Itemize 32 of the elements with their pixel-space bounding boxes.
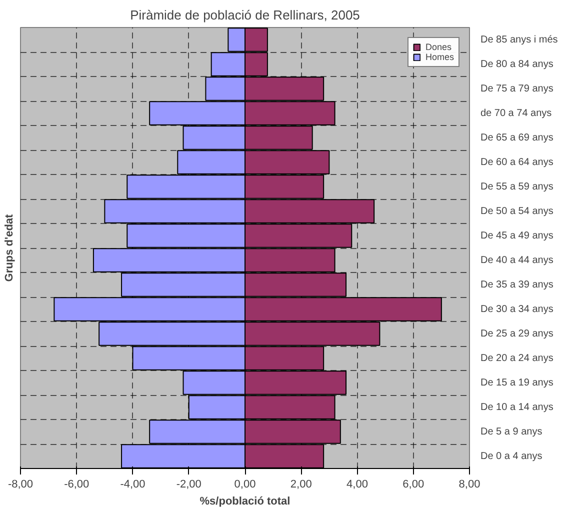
y-axis-title: Grups d'edat [4, 214, 16, 282]
legend-label: Dones [425, 42, 452, 52]
x-tick-label: -2,00 [176, 478, 202, 490]
x-tick-label: 8,00 [458, 478, 480, 490]
x-tick-label: 0,00 [234, 478, 256, 490]
y-tick-label: de 70 a 74 anys [480, 108, 552, 119]
y-tick-label: De 15 a 19 anys [480, 377, 554, 388]
y-tick-label: De 60 a 64 anys [480, 156, 554, 168]
x-tick-label: -6,00 [64, 478, 90, 490]
x-tick-label: 2,00 [290, 478, 312, 490]
x-tick-label: -4,00 [120, 478, 146, 490]
y-tick-label: De 30 a 34 anys [480, 304, 554, 315]
x-tick-label: -8,00 [8, 478, 34, 490]
x-tick-label: 6,00 [402, 478, 424, 490]
y-tick-label: De 85 anys i més [480, 34, 558, 46]
y-tick-label: De 10 a 14 anys [480, 402, 554, 413]
y-tick-label: De 75 a 79 anys [480, 83, 554, 94]
legend-label: Homes [425, 52, 454, 62]
y-tick-label: De 45 a 49 anys [480, 230, 554, 242]
x-tick-label: 4,00 [346, 478, 368, 490]
y-tick-label: De 55 a 59 anys [480, 181, 554, 192]
y-tick-label: De 0 a 4 anys [480, 450, 542, 462]
x-axis-title: %s/població total [200, 496, 290, 508]
y-tick-label: De 25 a 29 anys [480, 328, 554, 340]
y-tick-label: De 50 a 54 anys [480, 206, 554, 217]
y-tick-label: De 20 a 24 anys [480, 352, 554, 364]
y-tick-label: De 35 a 39 anys [480, 279, 554, 290]
y-tick-label: De 80 a 84 anys [480, 58, 554, 70]
y-tick-label: De 40 a 44 anys [480, 254, 554, 266]
chart-title: Piràmide de població de Rellinars, 2005 [130, 8, 360, 22]
y-tick-label: De 65 a 69 anys [480, 132, 554, 144]
y-tick-label: De 5 a 9 anys [480, 426, 542, 438]
